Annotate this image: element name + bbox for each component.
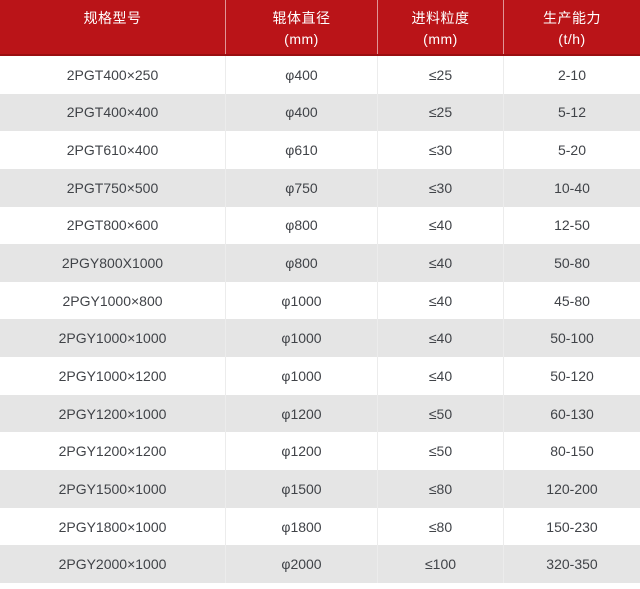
cell-roller-diameter: φ1200 — [225, 394, 377, 433]
cell-model: 2PGY1200×1200 — [58, 443, 167, 460]
table-row: 2PGT800×600 φ800 ≤40 12-50 — [0, 206, 640, 245]
header-model-label: 规格型号 — [83, 10, 142, 26]
header-cell-capacity: 生产能力 (t/h) — [503, 0, 640, 54]
cell-capacity: 80-150 — [503, 432, 640, 471]
cell-roller-diameter: φ1800 — [225, 507, 377, 546]
header-capacity-label: 生产能力 — [543, 10, 601, 26]
table-row: 2PGT400×400 φ400 ≤25 5-12 — [0, 93, 640, 132]
cell-feed-size: ≤80 — [377, 507, 503, 546]
cell-feed-size: ≤40 — [377, 357, 503, 395]
cell-roller-diameter: φ1200 — [225, 432, 377, 471]
cell-capacity: 50-100 — [503, 319, 640, 358]
table-row: 2PGY1000×800 φ1000 ≤40 45-80 — [0, 281, 640, 320]
cell-capacity: 320-350 — [503, 545, 640, 583]
cell-feed-size: ≤40 — [377, 206, 503, 245]
table-row: 2PGY2000×1000 φ2000 ≤100 320-350 — [0, 545, 640, 583]
cell-capacity: 60-130 — [503, 394, 640, 433]
cell-model: 2PGY1200×1000 — [58, 405, 167, 422]
cell-capacity: 50-80 — [503, 244, 640, 282]
cell-capacity: 2-10 — [503, 56, 640, 94]
cell-capacity: 12-50 — [503, 206, 640, 245]
table-body: 2PGT400×250 φ400 ≤25 2-10 2PGT400×400 φ4… — [0, 56, 640, 583]
cell-feed-size: ≤25 — [377, 56, 503, 94]
cell-feed-size: ≤30 — [377, 131, 503, 169]
cell-capacity: 5-20 — [503, 131, 640, 169]
cell-model: 2PGY800X1000 — [61, 255, 164, 272]
cell-model: 2PGY1500×1000 — [58, 480, 167, 497]
table-header-row: 规格型号 辊体直径 (mm) 进料粒度 (mm) 生产能力 (t/h) — [0, 0, 640, 56]
cell-feed-size: ≤80 — [377, 470, 503, 508]
table-row: 2PGY1200×1000 φ1200 ≤50 60-130 — [0, 394, 640, 433]
table-row: 2PGT750×500 φ750 ≤30 10-40 — [0, 168, 640, 207]
cell-model: 2PGY1000×1200 — [58, 367, 167, 384]
cell-roller-diameter: φ2000 — [225, 545, 377, 583]
header-feed-size-label: 进料粒度 — [411, 10, 470, 26]
cell-roller-diameter: φ1500 — [225, 470, 377, 508]
cell-capacity: 5-12 — [503, 93, 640, 132]
cell-model: 2PGT750×500 — [66, 179, 159, 196]
table-row: 2PGY1200×1200 φ1200 ≤50 80-150 — [0, 432, 640, 471]
table-row: 2PGT400×250 φ400 ≤25 2-10 — [0, 56, 640, 94]
cell-capacity: 10-40 — [503, 168, 640, 207]
cell-feed-size: ≤30 — [377, 168, 503, 207]
cell-roller-diameter: φ750 — [225, 168, 377, 207]
cell-model: 2PGT610×400 — [66, 142, 159, 159]
cell-model: 2PGY1800×1000 — [58, 518, 167, 535]
cell-roller-diameter: φ400 — [225, 93, 377, 132]
cell-roller-diameter: φ800 — [225, 206, 377, 245]
table-row: 2PGY1500×1000 φ1500 ≤80 120-200 — [0, 470, 640, 508]
cell-model: 2PGY2000×1000 — [58, 556, 167, 573]
cell-roller-diameter: φ610 — [225, 131, 377, 169]
header-roller-diameter-unit: (mm) — [284, 31, 319, 47]
cell-model: 2PGT400×400 — [66, 104, 159, 121]
cell-feed-size: ≤40 — [377, 281, 503, 320]
cell-feed-size: ≤40 — [377, 244, 503, 282]
cell-feed-size: ≤50 — [377, 394, 503, 433]
cell-capacity: 120-200 — [503, 470, 640, 508]
cell-feed-size: ≤25 — [377, 93, 503, 132]
header-cell-feed-size: 进料粒度 (mm) — [377, 0, 503, 54]
cell-feed-size: ≤50 — [377, 432, 503, 471]
header-cell-model: 规格型号 — [0, 0, 225, 54]
cell-capacity: 45-80 — [503, 281, 640, 320]
table-row: 2PGY800X1000 φ800 ≤40 50-80 — [0, 244, 640, 282]
cell-capacity: 50-120 — [503, 357, 640, 395]
table-row: 2PGY1800×1000 φ1800 ≤80 150-230 — [0, 507, 640, 546]
table-row: 2PGY1000×1000 φ1000 ≤40 50-100 — [0, 319, 640, 358]
table-row: 2PGT610×400 φ610 ≤30 5-20 — [0, 131, 640, 169]
header-feed-size-unit: (mm) — [423, 31, 458, 47]
cell-model: 2PGT800×600 — [66, 217, 159, 234]
cell-feed-size: ≤40 — [377, 319, 503, 358]
cell-model: 2PGY1000×1000 — [58, 330, 167, 347]
header-roller-diameter-label: 辊体直径 — [272, 10, 331, 26]
cell-capacity: 150-230 — [503, 507, 640, 546]
cell-feed-size: ≤100 — [377, 545, 503, 583]
cell-model: 2PGY1000×800 — [62, 292, 163, 309]
cell-roller-diameter: φ1000 — [225, 281, 377, 320]
cell-roller-diameter: φ800 — [225, 244, 377, 282]
table-row: 2PGY1000×1200 φ1000 ≤40 50-120 — [0, 357, 640, 395]
cell-roller-diameter: φ1000 — [225, 319, 377, 358]
cell-model: 2PGT400×250 — [66, 66, 159, 83]
cell-roller-diameter: φ400 — [225, 56, 377, 94]
cell-roller-diameter: φ1000 — [225, 357, 377, 395]
header-capacity-unit: (t/h) — [558, 31, 586, 47]
header-cell-roller-diameter: 辊体直径 (mm) — [225, 0, 377, 54]
